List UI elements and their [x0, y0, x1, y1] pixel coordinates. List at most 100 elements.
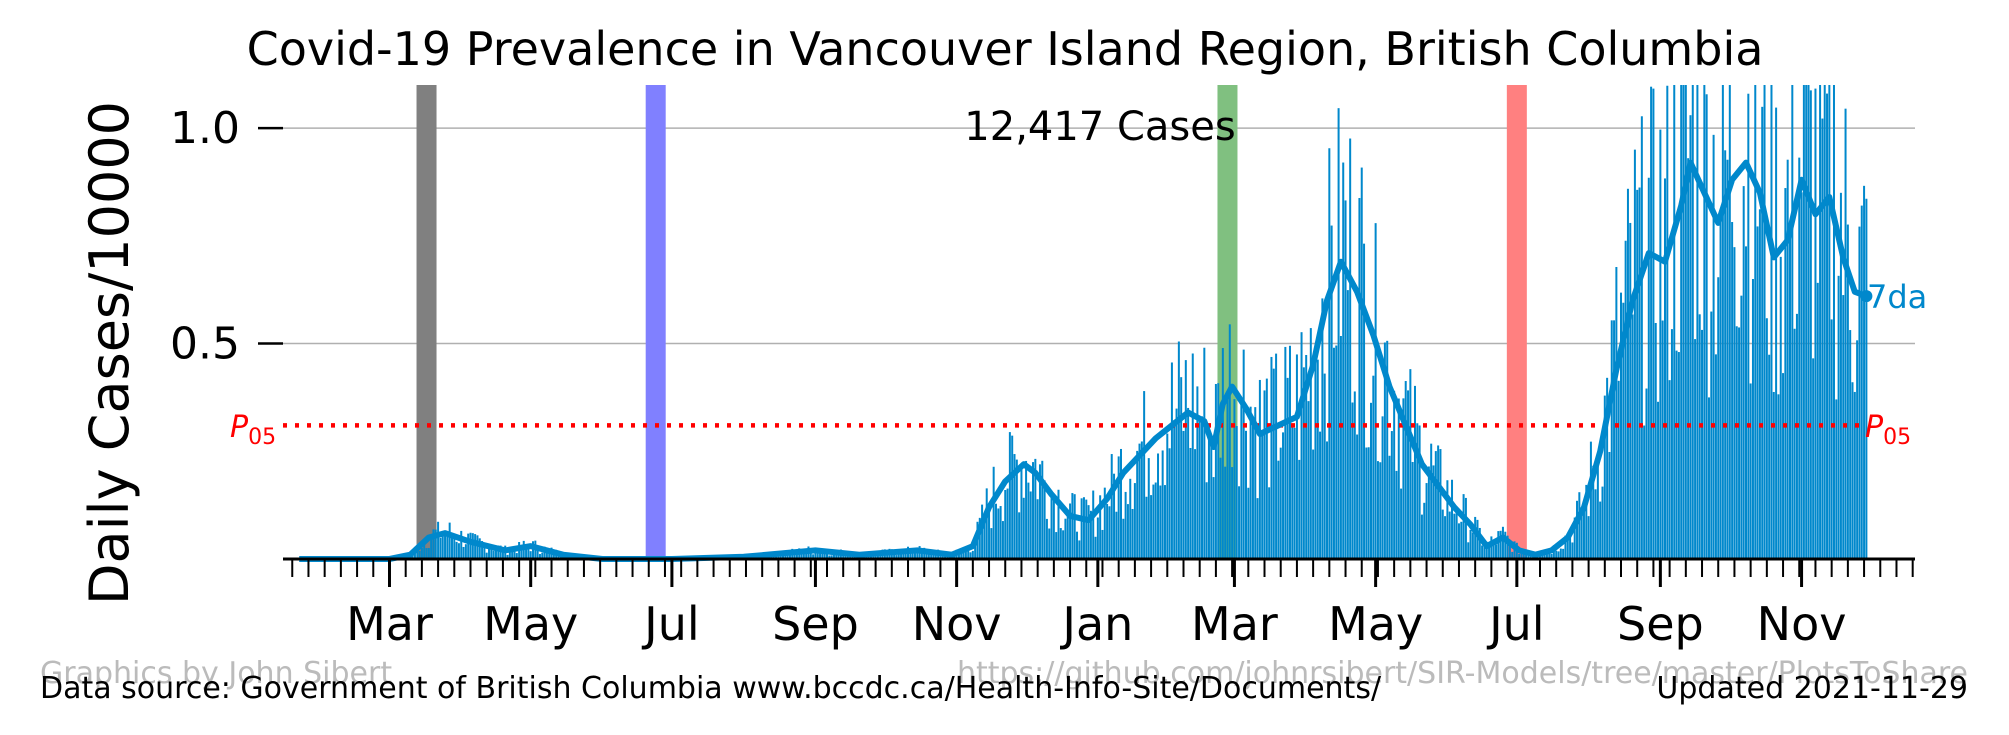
- daily-bar: [1089, 510, 1092, 559]
- daily-bar: [1388, 455, 1391, 559]
- daily-bar: [1076, 531, 1079, 559]
- daily-bar: [1557, 551, 1560, 559]
- daily-bar: [1578, 492, 1581, 559]
- daily-bar: [1562, 548, 1565, 559]
- y-tick-label: 0.5: [170, 319, 240, 370]
- daily-bar: [1205, 482, 1208, 559]
- daily-bar: [1710, 311, 1713, 559]
- daily-bar: [1143, 391, 1146, 559]
- daily-bar: [1407, 390, 1410, 559]
- daily-bar: [1670, 329, 1673, 559]
- daily-bar: [1460, 521, 1463, 559]
- daily-bar: [1168, 448, 1171, 559]
- daily-bar: [469, 532, 472, 559]
- daily-bar: [1013, 454, 1016, 559]
- daily-bar: [893, 552, 896, 559]
- x-tick-label: Nov: [912, 597, 1002, 651]
- daily-bar: [1747, 93, 1750, 559]
- daily-bar: [464, 544, 467, 559]
- daily-bar: [423, 541, 426, 559]
- daily-bar: [999, 506, 1002, 559]
- daily-bar: [532, 541, 535, 559]
- footer-credit: Graphics by John Sibert: [40, 656, 392, 691]
- daily-bar: [1001, 521, 1004, 559]
- daily-bar: [1233, 399, 1236, 559]
- daily-bar: [1462, 494, 1465, 559]
- daily-bar: [492, 550, 495, 559]
- daily-bar: [1163, 485, 1166, 559]
- event-band: [1506, 85, 1527, 559]
- daily-bar: [1140, 441, 1143, 559]
- daily-bar: [1427, 466, 1430, 559]
- daily-bar: [1624, 240, 1627, 559]
- daily-bar: [1263, 390, 1266, 559]
- daily-bar: [1272, 368, 1275, 559]
- daily-bar: [1386, 340, 1389, 559]
- daily-bar: [1680, 85, 1683, 559]
- daily-bar: [1758, 209, 1761, 559]
- daily-bar: [1126, 504, 1129, 559]
- daily-bar: [1400, 488, 1403, 559]
- daily-bar: [1807, 85, 1810, 559]
- daily-bar: [481, 541, 484, 559]
- daily-bar: [988, 507, 991, 559]
- daily-bar: [529, 551, 532, 559]
- daily-bar: [453, 536, 456, 559]
- daily-bar: [911, 551, 914, 559]
- daily-bar: [446, 533, 449, 559]
- daily-bar: [1374, 223, 1377, 559]
- daily-bar: [1284, 346, 1287, 559]
- daily-bar: [1545, 551, 1548, 559]
- daily-bar: [1201, 416, 1204, 559]
- daily-bar: [1654, 322, 1657, 559]
- daily-bar: [1538, 555, 1541, 559]
- daily-bar: [1559, 548, 1562, 559]
- daily-bar: [1633, 149, 1636, 560]
- daily-bar: [1650, 86, 1653, 559]
- daily-bar: [1008, 432, 1011, 559]
- daily-bar: [1034, 458, 1037, 559]
- daily-bar: [876, 554, 879, 559]
- daily-bar: [869, 555, 872, 559]
- daily-bar: [1830, 319, 1833, 559]
- axes: 0.5 1.0 Mar May Jul Sep Nov Jan Mar May Jul Sep Nov: [170, 103, 1915, 651]
- daily-bar: [1652, 88, 1655, 559]
- daily-bar: [1182, 430, 1185, 559]
- daily-bar: [1733, 247, 1736, 559]
- daily-bar: [1587, 516, 1590, 559]
- daily-bar: [439, 537, 442, 559]
- daily-bar: [1481, 545, 1484, 559]
- daily-bar: [1564, 535, 1567, 559]
- event-band: [416, 85, 437, 559]
- daily-bar: [1145, 496, 1148, 559]
- daily-bar: [1640, 116, 1643, 559]
- daily-bar: [1138, 443, 1141, 559]
- daily-bar: [1721, 85, 1724, 559]
- daily-bar: [508, 550, 511, 559]
- seven-day-average: [299, 159, 1873, 562]
- daily-bar: [1173, 420, 1176, 559]
- daily-bar: [1775, 107, 1778, 559]
- daily-bar: [1376, 461, 1379, 559]
- daily-bar: [1701, 329, 1704, 559]
- daily-bar: [1050, 490, 1053, 559]
- daily-bar: [1036, 499, 1039, 559]
- p05-subscript-right: 05: [1883, 425, 1911, 450]
- daily-bar: [1425, 483, 1428, 559]
- daily-bar: [1684, 85, 1687, 559]
- daily-bar: [981, 504, 984, 559]
- daily-bar: [1078, 540, 1081, 559]
- daily-bar: [1682, 85, 1685, 559]
- daily-bar: [1550, 553, 1553, 559]
- daily-bar: [1370, 402, 1372, 559]
- daily-bar: [1601, 486, 1604, 559]
- daily-bar: [1231, 467, 1234, 559]
- daily-bar: [1015, 459, 1018, 559]
- daily-bar: [1226, 392, 1229, 559]
- daily-bar: [1214, 383, 1217, 559]
- daily-bar: [1161, 450, 1164, 559]
- daily-bar: [812, 554, 815, 559]
- daily-bar: [1687, 158, 1690, 559]
- daily-bar: [1244, 430, 1247, 559]
